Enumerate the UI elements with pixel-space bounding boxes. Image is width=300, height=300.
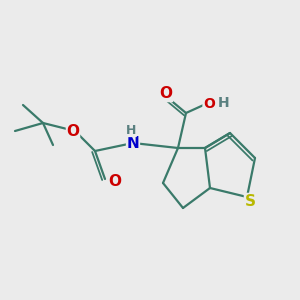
Text: O: O xyxy=(109,173,122,188)
Text: N: N xyxy=(127,136,140,152)
Text: S: S xyxy=(244,194,256,208)
Text: O: O xyxy=(67,124,80,140)
Text: H: H xyxy=(218,96,230,110)
Text: O: O xyxy=(203,97,215,111)
Text: H: H xyxy=(126,124,136,136)
Text: O: O xyxy=(160,86,172,101)
